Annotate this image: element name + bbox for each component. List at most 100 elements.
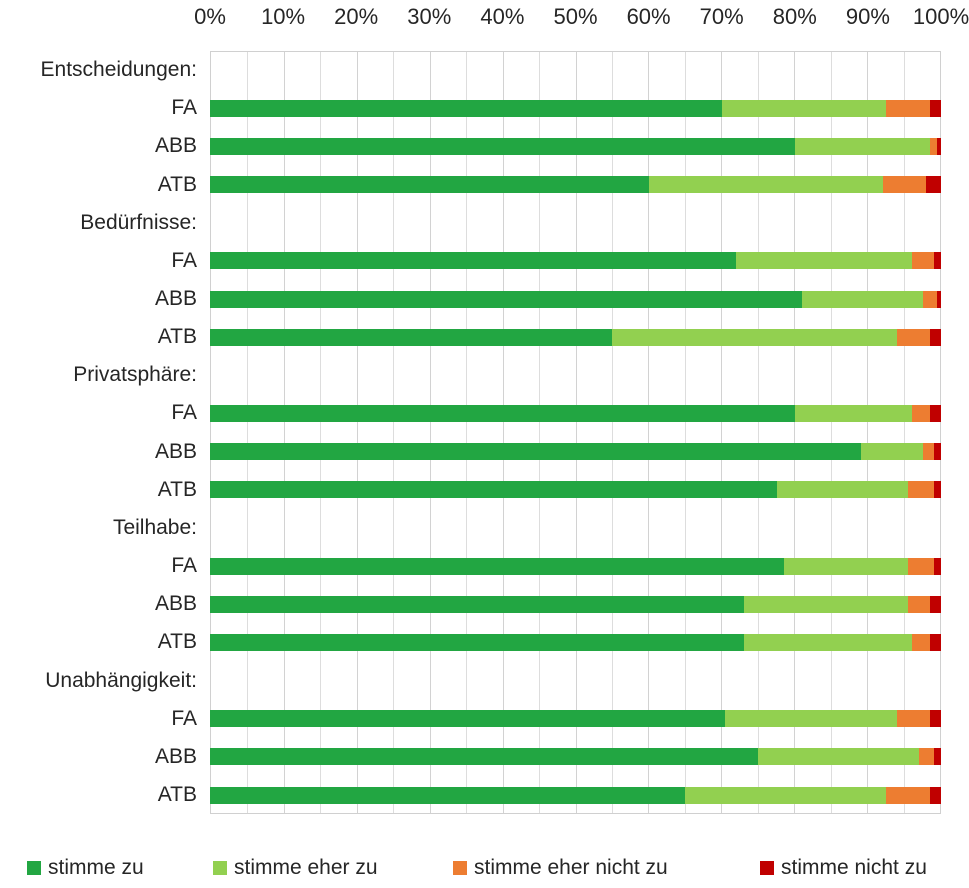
- bar-segment-stimme-eher-zu: [794, 404, 912, 422]
- x-axis-tick-label: 20%: [334, 4, 379, 29]
- bar-segment-stimme-zu: [210, 404, 795, 422]
- gridline: [429, 52, 431, 813]
- bar-segment-stimme-nicht-zu: [930, 633, 941, 651]
- bar-segment-stimme-eher-nicht-zu: [911, 404, 931, 422]
- bar-segment-stimme-eher-nicht-zu: [911, 252, 934, 270]
- x-axis-tick-label: 90%: [845, 4, 890, 29]
- x-axis-tick-label: 70%: [699, 4, 744, 29]
- bar-segment-stimme-zu: [210, 176, 649, 194]
- bar-segment-stimme-zu: [210, 137, 795, 155]
- bar-segment-stimme-eher-nicht-zu: [897, 710, 931, 728]
- legend-color-swatch: [453, 861, 467, 875]
- bar-segment-stimme-zu: [210, 328, 613, 346]
- bar-segment-stimme-nicht-zu: [933, 481, 941, 499]
- x-axis-tick-label: 30%: [407, 4, 452, 29]
- x-axis-tick-label: 40%: [480, 4, 525, 29]
- stacked-bar: [210, 557, 941, 575]
- x-axis-tick-label: 100%: [912, 4, 969, 29]
- bar-segment-stimme-eher-zu: [648, 176, 883, 194]
- row-label: ATB: [157, 477, 197, 501]
- bar-holder: [210, 176, 941, 194]
- bar-segment-stimme-nicht-zu: [930, 710, 941, 728]
- group-header-row: Privatsphäre:: [0, 356, 941, 394]
- x-axis-tick-label: 10%: [261, 4, 306, 29]
- bar-segment-stimme-eher-zu: [802, 290, 923, 308]
- group-header-label: Bedürfnisse:: [80, 210, 197, 234]
- chart-row: ABB: [0, 127, 941, 165]
- gridline: [247, 52, 249, 813]
- stacked-bar: [210, 328, 941, 346]
- group-header-row: Entscheidungen:: [0, 51, 941, 89]
- bar-segment-stimme-nicht-zu: [933, 252, 941, 270]
- bar-segment-stimme-eher-zu: [612, 328, 898, 346]
- bar-holder: [210, 99, 941, 117]
- stacked-bar: [210, 443, 941, 461]
- group-header-label: Teilhabe:: [112, 515, 197, 539]
- stacked-bar: [210, 252, 941, 270]
- chart-row: FA: [0, 394, 941, 432]
- bar-segment-stimme-zu: [210, 252, 737, 270]
- group-header-label: Privatsphäre:: [73, 363, 197, 387]
- row-label: ATB: [157, 325, 197, 349]
- group-header-row: Teilhabe:: [0, 509, 941, 547]
- row-label: ATB: [157, 630, 197, 654]
- gridline: [283, 52, 285, 813]
- x-axis-tick-label: 80%: [772, 4, 817, 29]
- x-axis-tick-label: 60%: [626, 4, 671, 29]
- stacked-bar: [210, 176, 941, 194]
- bar-segment-stimme-eher-nicht-zu: [908, 557, 934, 575]
- x-axis: 0% 10% 20% 30% 40% 50% 60% 70% 80% 90% 100%: [194, 4, 969, 36]
- bar-holder: [210, 633, 941, 651]
- row-label: FA: [171, 96, 197, 120]
- bar-segment-stimme-eher-nicht-zu: [882, 176, 927, 194]
- chart-row: ATB: [0, 623, 941, 661]
- legend-label: stimme zu: [48, 856, 144, 879]
- bar-segment-stimme-zu: [210, 481, 777, 499]
- stacked-bar: [210, 633, 941, 651]
- bar-segment-stimme-eher-zu: [743, 595, 909, 613]
- gridline: [356, 52, 358, 813]
- bar-segment-stimme-eher-nicht-zu: [930, 137, 938, 155]
- row-label: FA: [171, 401, 197, 425]
- gridline: [539, 52, 541, 813]
- gridline: [903, 52, 905, 813]
- bar-holder: [210, 748, 941, 766]
- gridline: [757, 52, 759, 813]
- row-label: ABB: [154, 592, 197, 616]
- legend: stimme zu stimme eher zu stimme eher nicht…: [0, 852, 969, 884]
- bar-segment-stimme-zu: [210, 710, 726, 728]
- legend-item-stimme-eher-zu: stimme eher zu: [213, 852, 378, 884]
- bar-holder: [210, 137, 941, 155]
- gridline: [830, 52, 832, 813]
- stacked-bar: [210, 786, 941, 804]
- row-label: ABB: [154, 134, 197, 158]
- bar-segment-stimme-eher-zu: [776, 481, 909, 499]
- bar-segment-stimme-eher-nicht-zu: [897, 328, 931, 346]
- row-label: ABB: [154, 287, 197, 311]
- stacked-bar: [210, 99, 941, 117]
- bar-segment-stimme-eher-zu: [783, 557, 909, 575]
- bar-segment-stimme-eher-zu: [725, 710, 898, 728]
- bar-segment-stimme-nicht-zu: [933, 557, 941, 575]
- bar-segment-stimme-nicht-zu: [933, 443, 941, 461]
- legend-label: stimme eher zu: [234, 856, 378, 879]
- bar-segment-stimme-nicht-zu: [930, 595, 941, 613]
- gridline: [575, 52, 577, 813]
- bar-segment-stimme-nicht-zu: [930, 328, 941, 346]
- bar-segment-stimme-eher-zu: [743, 633, 912, 651]
- stacked-bar: [210, 290, 941, 308]
- bar-segment-stimme-zu: [210, 595, 744, 613]
- legend-label: stimme nicht zu: [781, 856, 927, 879]
- bar-segment-stimme-eher-zu: [794, 137, 931, 155]
- group-header-row: Bedürfnisse:: [0, 204, 941, 242]
- chart-row: ATB: [0, 776, 941, 814]
- chart-row: FA: [0, 700, 941, 738]
- chart-row: ATB: [0, 318, 941, 356]
- bar-holder: [210, 328, 941, 346]
- bar-segment-stimme-eher-zu: [721, 99, 887, 117]
- chart-row: ATB: [0, 165, 941, 203]
- stacked-bar: [210, 481, 941, 499]
- gridline: [867, 52, 869, 813]
- chart-row: ABB: [0, 280, 941, 318]
